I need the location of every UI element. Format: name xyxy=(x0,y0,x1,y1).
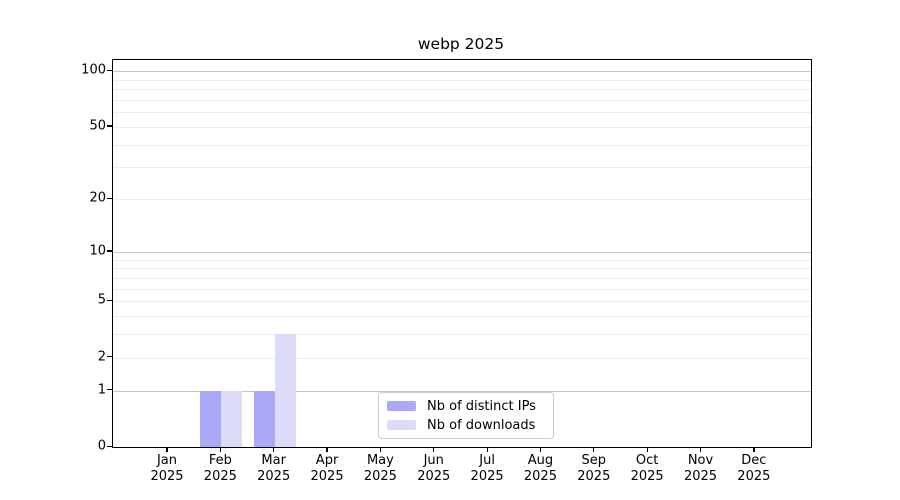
y-tick-mark xyxy=(107,299,112,301)
bar-downloads xyxy=(221,390,243,447)
minor-gridline xyxy=(113,277,811,279)
y-tick-label: 100 xyxy=(81,62,106,78)
x-tick-mark xyxy=(753,447,755,452)
y-tick-label: 50 xyxy=(89,118,106,134)
chart-title: webp 2025 xyxy=(417,35,505,53)
y-tick-label: 0 xyxy=(97,438,106,454)
minor-gridline xyxy=(113,315,811,317)
minor-gridline xyxy=(113,99,811,101)
x-tick-label: May 2025 xyxy=(363,453,397,484)
x-tick-label: Jan 2025 xyxy=(150,453,184,484)
x-tick-label: Sep 2025 xyxy=(577,453,611,484)
minor-gridline xyxy=(113,89,811,91)
minor-gridline xyxy=(113,357,811,359)
minor-gridline xyxy=(113,167,811,169)
y-tick-label: 10 xyxy=(89,243,106,259)
y-tick-label: 1 xyxy=(97,382,106,398)
minor-gridline xyxy=(113,199,811,201)
x-tick-mark xyxy=(646,447,648,452)
y-tick-label: 20 xyxy=(89,190,106,206)
legend-label-downloads: Nb of downloads xyxy=(427,417,536,433)
x-tick-mark xyxy=(326,447,328,452)
x-tick-mark xyxy=(699,447,702,452)
plot-area xyxy=(112,59,812,448)
x-tick-label: Nov 2025 xyxy=(683,453,718,484)
x-tick-label: Mar 2025 xyxy=(257,453,291,484)
y-tick-label: 2 xyxy=(97,349,106,365)
y-tick-mark xyxy=(107,250,112,252)
minor-gridline xyxy=(113,288,811,290)
major-gridline xyxy=(113,390,811,392)
major-gridline xyxy=(113,251,811,253)
y-tick-mark xyxy=(107,125,112,127)
y-tick-mark xyxy=(107,445,112,447)
x-tick-label: Feb 2025 xyxy=(203,453,237,484)
minor-gridline xyxy=(113,126,811,128)
legend-row: Nb of distinct IPs xyxy=(387,399,553,414)
minor-gridline xyxy=(113,144,811,146)
minor-gridline xyxy=(113,301,811,303)
y-tick-mark xyxy=(107,69,112,72)
x-tick-mark xyxy=(433,447,435,452)
bar-distinct-ips xyxy=(200,390,222,447)
legend-label-distinct-ips: Nb of distinct IPs xyxy=(427,398,536,414)
minor-gridline xyxy=(113,259,811,261)
x-tick-mark xyxy=(273,447,275,452)
minor-gridline xyxy=(113,79,811,81)
y-tick-mark xyxy=(107,197,112,199)
x-tick-label: Aug 2025 xyxy=(523,453,557,484)
legend-row: Nb of downloads xyxy=(387,418,553,433)
x-tick-mark xyxy=(593,447,595,452)
x-tick-mark xyxy=(166,447,168,452)
x-tick-mark xyxy=(219,447,222,452)
y-tick-mark xyxy=(107,389,112,391)
minor-gridline xyxy=(113,112,811,114)
x-tick-label: Jul 2025 xyxy=(470,453,504,484)
legend: Nb of distinct IPs Nb of downloads xyxy=(378,392,554,439)
distinct-ips-swatch xyxy=(387,401,416,411)
x-tick-label: Jun 2025 xyxy=(417,453,451,484)
x-tick-label: Apr 2025 xyxy=(310,453,344,484)
downloads-swatch xyxy=(387,420,416,430)
minor-gridline xyxy=(113,268,811,270)
x-tick-label: Dec 2025 xyxy=(737,453,771,484)
x-tick-mark xyxy=(486,447,488,452)
y-tick-label: 5 xyxy=(97,292,106,308)
major-gridline xyxy=(113,71,811,73)
bar-downloads xyxy=(274,334,296,447)
x-tick-mark xyxy=(539,447,542,452)
y-tick-mark xyxy=(107,356,112,358)
minor-gridline xyxy=(113,334,811,336)
x-tick-mark xyxy=(379,447,382,452)
bar-distinct-ips xyxy=(253,390,275,447)
x-tick-label: Oct 2025 xyxy=(630,453,664,484)
